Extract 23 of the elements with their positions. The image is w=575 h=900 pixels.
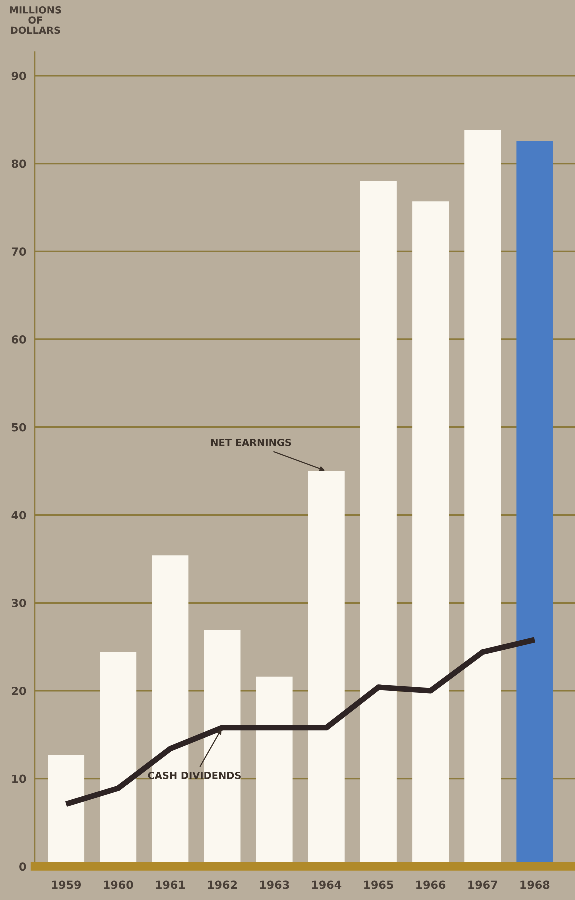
x-tick-label: 1964 — [312, 880, 342, 890]
y-tick-label: 30 — [12, 599, 26, 608]
y-tick-label: 90 — [12, 72, 26, 80]
x-tick-label: 1967 — [468, 880, 498, 890]
y-tick-label: 70 — [12, 248, 26, 256]
x-tick-label: 1960 — [104, 880, 134, 890]
y-tick-label: 0 — [20, 862, 26, 872]
x-tick-label: 1959 — [52, 880, 82, 890]
y-tick-label: 50 — [12, 423, 26, 432]
x-tick-label: 1965 — [364, 880, 394, 890]
y-tick-label: 80 — [12, 160, 26, 168]
annotation: CASH DIVIDENDS — [148, 772, 241, 780]
x-tick-label: 1966 — [416, 880, 446, 890]
x-tick-label: 1963 — [260, 880, 290, 890]
y-tick-label: 10 — [12, 774, 26, 784]
x-tick-label: 1968 — [520, 880, 550, 890]
y-axis-title: MILLIONS OF DOLLARS — [10, 6, 62, 34]
y-tick-label: 60 — [12, 335, 26, 344]
annotation: NET EARNINGS — [212, 439, 292, 446]
x-tick-label: 1961 — [156, 880, 186, 890]
y-tick-label: 20 — [12, 686, 26, 696]
x-tick-label: 1962 — [208, 880, 238, 890]
y-tick-label: 40 — [12, 511, 26, 520]
